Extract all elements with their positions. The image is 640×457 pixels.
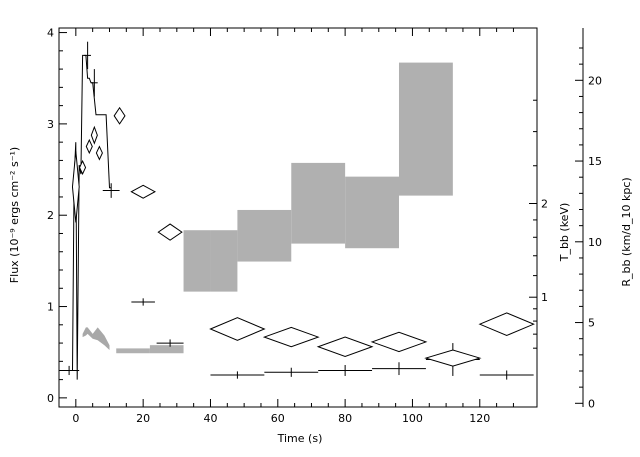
flux-point-6	[210, 371, 265, 379]
flux-point-9	[372, 362, 426, 376]
R-diamond-11	[370, 331, 428, 353]
flux-point-7	[264, 367, 319, 377]
R-diamond-3	[90, 125, 98, 145]
y-tick-label: 4	[47, 27, 54, 40]
R-tick-label: 20	[588, 74, 602, 87]
x-tick-label: 80	[338, 412, 352, 425]
R-diamond-8	[209, 317, 266, 341]
R-diamond-10	[316, 336, 374, 357]
x-tick-label: 60	[271, 412, 285, 425]
R-diamond-7	[157, 223, 183, 241]
x-axis-label: Time (s)	[277, 432, 323, 445]
kT-box-0	[183, 230, 211, 292]
y-tick-label: 1	[47, 301, 54, 314]
R-diamond-1	[79, 159, 87, 176]
x-tick-label: 40	[203, 412, 217, 425]
right-axis-label-R: R_bb (km/d_10 kpc)	[620, 177, 633, 286]
R-diamond-2	[85, 138, 93, 155]
x-tick-label: 20	[136, 412, 150, 425]
R-diamond-12	[424, 349, 482, 367]
kT-box-3	[291, 162, 346, 244]
x-tick-label: 120	[469, 412, 490, 425]
flux-point-3	[102, 183, 120, 198]
kT-box-2	[237, 209, 292, 262]
R-tick-label: 10	[588, 236, 602, 249]
R-diamond-6	[130, 184, 156, 199]
right-axis-label-kT: T_bb (keV)	[558, 203, 571, 263]
y-tick-label: 0	[47, 392, 54, 405]
flux-point-4	[131, 298, 155, 306]
x-tick-label: 100	[402, 412, 423, 425]
R-tick-label: 5	[588, 317, 595, 330]
kT-box-4	[345, 176, 399, 249]
flux-point-1	[84, 41, 91, 70]
R-tick-label: 15	[588, 155, 602, 168]
left-axis-label: Flux (10⁻⁹ ergs cm⁻² s⁻¹)	[8, 147, 21, 283]
kT-tick-label: 1	[541, 291, 548, 304]
R-band-early	[82, 327, 110, 350]
kT-box-1	[210, 230, 238, 292]
y-tick-label: 3	[47, 118, 54, 131]
R-diamond-5	[113, 106, 126, 125]
R-band-segment-0	[116, 348, 150, 354]
plot-frame	[58, 27, 538, 408]
R-diamond-0	[71, 151, 80, 223]
R-diamond-13	[478, 312, 535, 337]
R-diamond-4	[95, 145, 103, 161]
R-tick-label: 0	[588, 397, 595, 410]
flux-point-0	[59, 365, 80, 376]
kT-box-5	[398, 62, 453, 196]
flux-point-11	[479, 370, 534, 380]
flux-point-8	[318, 364, 373, 376]
flux-point-2	[90, 69, 98, 97]
x-tick-label: 0	[72, 412, 79, 425]
kT-tick-label: 2	[541, 198, 548, 211]
flux-point-5	[156, 339, 184, 347]
R-band-segment-1	[149, 345, 184, 354]
R-diamond-9	[262, 326, 320, 348]
y-tick-label: 2	[47, 209, 54, 222]
plot-layer	[59, 41, 535, 380]
